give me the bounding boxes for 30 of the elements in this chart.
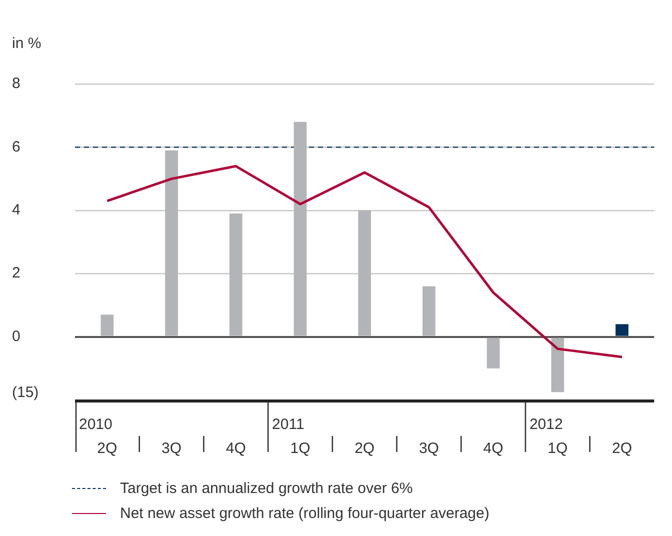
- x-tick-label: 2Q: [354, 440, 375, 458]
- x-tick-label: 2Q: [612, 440, 632, 458]
- y-tick-label: 2: [12, 264, 20, 282]
- x-tick-label: 1Q: [290, 440, 310, 458]
- bar: [486, 338, 500, 368]
- text: (15): [12, 384, 39, 402]
- bar: [551, 338, 564, 392]
- x-tick-label: 3Q: [418, 440, 439, 458]
- bar: [229, 214, 242, 336]
- bar: [422, 286, 436, 336]
- bar: [294, 122, 307, 336]
- bar: [616, 324, 628, 336]
- text: 2011: [272, 416, 304, 434]
- y-tick-label: 8: [12, 75, 20, 92]
- legend-label: Target is an annualized growth rate over 6%: [120, 480, 413, 497]
- x-tick-label: 1Q: [548, 440, 568, 458]
- x-tick-label: 4Q: [483, 440, 504, 458]
- y-tick-label: 6: [12, 138, 20, 156]
- legend-label: Net new asset growth rate (rolling four-quarter average): [120, 505, 490, 522]
- bar: [100, 314, 114, 336]
- x-tick-label: 3Q: [162, 440, 182, 458]
- x-tick-label: 4Q: [226, 440, 246, 458]
- bar: [165, 150, 178, 336]
- text: 2012: [529, 416, 563, 434]
- x-tick-label: 2Q: [97, 440, 118, 458]
- text: 2010: [79, 416, 112, 434]
- y-tick-label: 4: [12, 202, 20, 219]
- y-axis-title: in %: [12, 35, 42, 52]
- y-tick-label: 0: [12, 328, 20, 345]
- bar: [358, 210, 372, 336]
